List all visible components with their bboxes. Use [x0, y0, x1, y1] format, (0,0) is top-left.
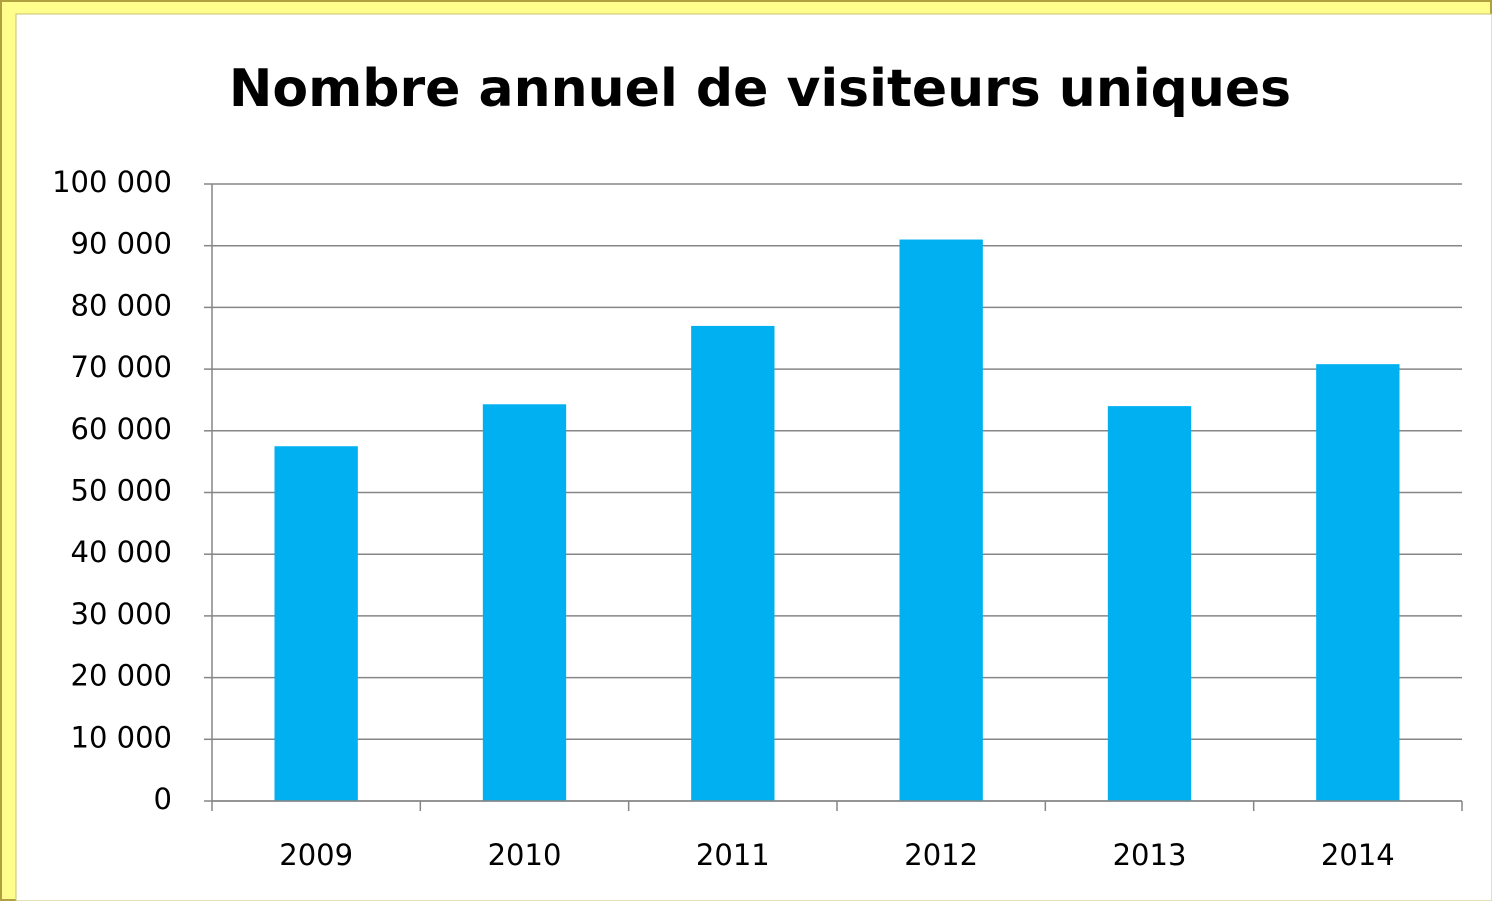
bar — [691, 325, 775, 801]
y-tick-label: 70 000 — [71, 350, 172, 384]
y-tick-label: 100 000 — [52, 165, 172, 199]
x-tick-label: 2010 — [488, 838, 562, 872]
x-tick-label: 2014 — [1321, 838, 1395, 872]
bar — [1107, 406, 1192, 801]
x-tick-label: 2013 — [1113, 838, 1187, 872]
y-tick-label: 40 000 — [71, 535, 172, 569]
y-tick-label: 20 000 — [71, 659, 172, 693]
y-tick-label: 10 000 — [71, 720, 172, 754]
bar — [482, 404, 567, 801]
y-tick-label: 30 000 — [71, 597, 172, 631]
y-tick-label: 90 000 — [71, 227, 172, 261]
x-tick-label: 2011 — [696, 838, 770, 872]
bar — [1316, 364, 1400, 801]
x-tick-label: 2012 — [904, 838, 978, 872]
x-tick-label: 2009 — [279, 838, 353, 872]
y-tick-label: 0 — [154, 782, 172, 816]
y-tick-label: 60 000 — [71, 412, 172, 446]
bar — [274, 446, 358, 801]
y-tick-label: 50 000 — [71, 474, 172, 508]
y-tick-label: 80 000 — [71, 288, 172, 322]
chart-title: Nombre annuel de visiteurs uniques — [229, 59, 1291, 119]
bar — [899, 239, 983, 801]
